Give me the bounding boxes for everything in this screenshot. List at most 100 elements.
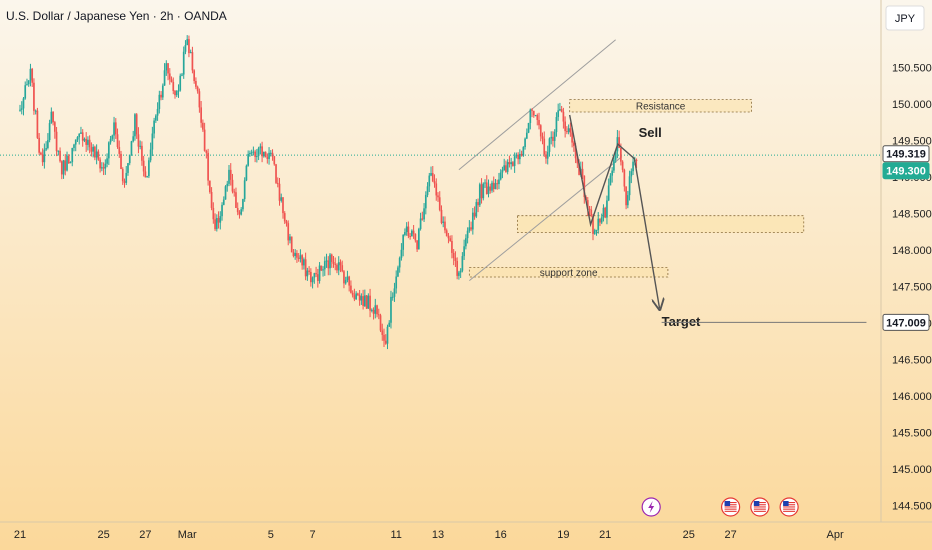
candle-body [245,165,248,181]
candle-body [210,192,213,208]
candle-body [160,94,162,98]
candle-body [440,209,443,223]
x-axis: 21 25 27 Mar 5 7 11 13 16 19 21 25 27 Apr [14,529,844,541]
candle-body [461,256,464,271]
candle-body [116,134,119,147]
candle-body [208,180,211,193]
candle-body [252,151,255,153]
candle-body [184,45,187,52]
candle-body [315,273,317,275]
candle-body [247,153,250,166]
currency-button[interactable]: JPY [885,5,925,31]
candle-body [512,162,514,166]
candle-body [586,200,589,209]
channel-line [458,39,616,171]
candle-body [53,122,56,132]
candle-body [226,183,229,187]
candle-body [489,186,492,191]
candle-body [426,186,429,195]
candle-body [224,186,227,200]
candle-body [36,110,39,138]
candle-body [393,288,396,297]
candle-body [228,169,230,184]
candle-body [320,265,323,271]
annotation-zone [517,215,805,233]
candle-body [566,131,568,133]
candle-body [344,280,347,284]
us-flag-icon[interactable] [779,497,799,517]
candle-body [238,212,241,215]
candle-body [130,141,133,155]
candle-body [499,172,502,180]
candle-body [445,230,448,237]
candle-body [186,39,189,46]
candle-body [337,262,340,271]
candle-body [414,233,417,241]
currency-label: JPY [895,13,916,25]
candle-body [621,161,624,170]
candle-body [310,271,312,283]
candle-body [384,340,387,344]
candle-body [161,85,164,98]
candle-body [175,91,178,96]
candle-body [459,270,462,273]
x-tick-label: 21 [14,529,26,541]
candle-body [283,213,286,222]
candle-body [386,326,389,344]
candle-body [172,81,175,91]
lightning-icon[interactable] [641,497,661,517]
price-badge-label: 149.319 [886,149,926,161]
candle-body [527,122,530,133]
candle-body [597,218,600,230]
candle-body [515,154,518,157]
candle-body [215,218,218,230]
candle-body [219,216,222,223]
candle-body [411,230,413,237]
candle-body [423,208,425,220]
candle-body [69,162,72,164]
candle-body [332,261,335,264]
candle-body [285,221,288,224]
candle-body [573,142,575,146]
candle-body [611,170,614,176]
candle-body [188,39,190,54]
candle-body [623,169,626,187]
candle-body [104,163,107,169]
candle-body [492,182,495,190]
candle-body [498,179,500,185]
x-tick-label: Mar [178,529,197,541]
candle-body [167,63,169,74]
candle-body [351,292,354,296]
candle-body [325,260,328,262]
candle-body [57,150,60,152]
candle-body [275,164,277,183]
candle-body [106,158,108,164]
zone-label: Resistance [636,101,686,112]
candle-body [494,183,497,190]
candle-body [189,52,192,54]
candle-body [191,52,194,71]
zone-label: support zone [540,268,598,279]
x-tick-label: 19 [557,529,569,541]
candle-body [470,227,472,230]
candle-body [431,173,434,182]
candle-body [322,269,324,271]
candle-body [135,114,138,135]
us-flag-icon[interactable] [750,497,770,517]
candle-body [163,70,166,86]
candle-body [109,138,112,143]
candle-body [593,230,596,234]
candle-body [71,147,74,163]
candle-body [409,236,411,238]
candle-body [64,160,67,171]
y-tick-label: 146.500 [892,355,932,367]
us-flag-icon[interactable] [720,497,741,517]
candle-body [630,171,633,177]
event-markers [641,497,799,517]
candle-body [503,165,506,171]
candle-body [477,202,479,206]
candle-body [478,184,481,206]
candle-body [402,234,405,250]
